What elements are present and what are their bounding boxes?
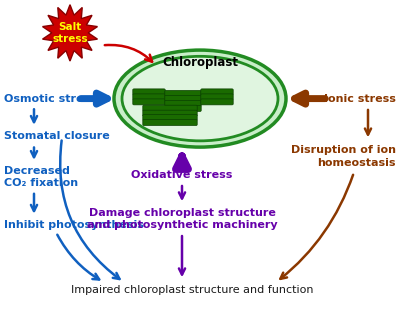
Text: Disruption of ion
homeostasis: Disruption of ion homeostasis <box>291 145 396 168</box>
FancyBboxPatch shape <box>201 99 233 105</box>
Text: Chloroplast: Chloroplast <box>162 56 238 69</box>
Text: Stomatal closure: Stomatal closure <box>4 131 110 141</box>
Text: Ionic stress: Ionic stress <box>324 94 396 104</box>
FancyBboxPatch shape <box>201 94 233 100</box>
FancyBboxPatch shape <box>165 105 201 111</box>
FancyBboxPatch shape <box>133 99 165 105</box>
Text: Osmotic stress: Osmotic stress <box>4 94 97 104</box>
Text: Salt
stress: Salt stress <box>52 22 88 44</box>
Ellipse shape <box>122 56 278 141</box>
FancyBboxPatch shape <box>133 89 165 95</box>
Text: Oxidative stress: Oxidative stress <box>131 170 233 180</box>
Text: Damage chloroplast structure
and photosynthetic machinery: Damage chloroplast structure and photosy… <box>87 208 277 230</box>
Text: Inhibit photosynthesis: Inhibit photosynthesis <box>4 220 144 230</box>
Ellipse shape <box>114 50 286 147</box>
FancyBboxPatch shape <box>165 95 201 101</box>
Text: Decreased
CO₂ fixation: Decreased CO₂ fixation <box>4 166 78 188</box>
FancyBboxPatch shape <box>143 105 197 111</box>
FancyBboxPatch shape <box>143 110 197 116</box>
FancyBboxPatch shape <box>143 120 197 126</box>
FancyBboxPatch shape <box>133 94 165 100</box>
FancyBboxPatch shape <box>201 89 233 95</box>
FancyBboxPatch shape <box>143 115 197 121</box>
PathPatch shape <box>42 5 98 61</box>
Text: Impaired chloroplast structure and function: Impaired chloroplast structure and funct… <box>71 285 313 295</box>
FancyBboxPatch shape <box>165 90 201 96</box>
FancyBboxPatch shape <box>165 100 201 106</box>
